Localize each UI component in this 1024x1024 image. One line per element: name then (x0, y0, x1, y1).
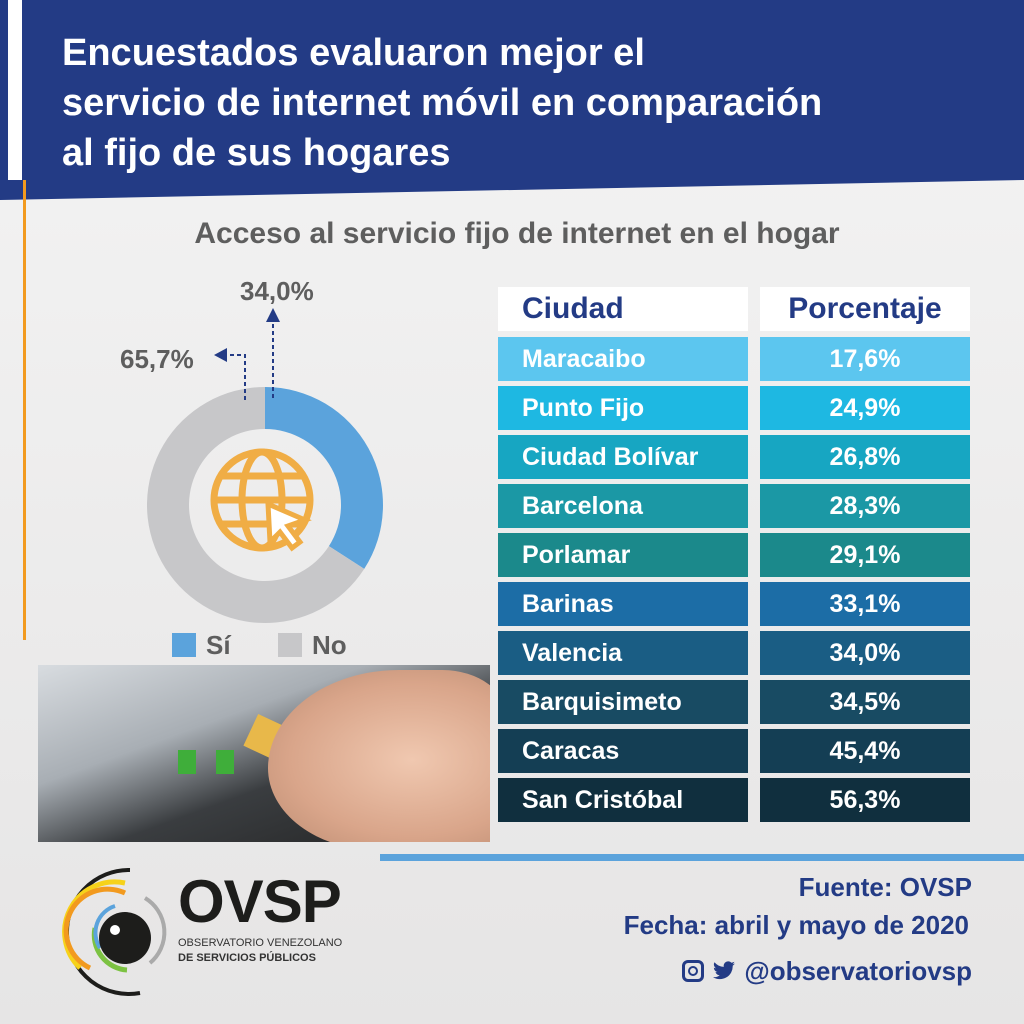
table-cell-city: Barquisimeto (498, 680, 748, 724)
twitter-icon[interactable] (712, 961, 736, 981)
instagram-icon[interactable] (682, 960, 705, 982)
router-photo (38, 665, 490, 842)
table-cell-city: San Cristóbal (498, 778, 748, 822)
label-no: 65,7% (120, 344, 194, 374)
table-cell-city: Punto Fijo (498, 386, 748, 430)
source: Fuente: OVSP (798, 872, 972, 902)
table-cell-city: Maracaibo (498, 337, 748, 381)
port (216, 750, 234, 774)
table-cell-pct: 28,3% (760, 484, 970, 528)
logo-text: OVSP (178, 868, 342, 935)
donut-slice-si (265, 387, 383, 569)
globe-cursor-icon (210, 448, 314, 552)
table-cell-pct: 24,9% (760, 386, 970, 430)
title-line: al fijo de sus hogares (62, 132, 451, 174)
table-cell-pct: 26,8% (760, 435, 970, 479)
table-cell-pct: 56,3% (760, 778, 970, 822)
table-cell-pct: 34,0% (760, 631, 970, 675)
label-si: 34,0% (240, 276, 314, 306)
chart-title: Acceso al servicio fijo de internet en e… (194, 217, 840, 250)
port (178, 750, 196, 774)
decor-bar (8, 0, 22, 180)
header-porcentaje: Porcentaje (760, 287, 970, 331)
table-cell-city: Barinas (498, 582, 748, 626)
logo-sub: OBSERVATORIO VENEZOLANO (178, 937, 343, 949)
page-title: Encuestados evaluaron mejor el servicio … (62, 28, 822, 178)
legend-swatch (278, 633, 302, 657)
table-cell-city: Barcelona (498, 484, 748, 528)
table-cell-pct: 45,4% (760, 729, 970, 773)
header-banner (0, 0, 1024, 200)
table-cell-pct: 29,1% (760, 533, 970, 577)
divider (380, 854, 1024, 861)
table-cell-city: Valencia (498, 631, 748, 675)
title-line: Encuestados evaluaron mejor el (62, 32, 645, 74)
arrow-si (266, 308, 280, 322)
table-cell-city: Caracas (498, 729, 748, 773)
donut-slice-no (146, 387, 365, 623)
title-line: servicio de internet móvil en comparació… (62, 82, 823, 124)
leader-no (225, 354, 246, 400)
table-cell-city: Porlamar (498, 533, 748, 577)
table-cell-city: Ciudad Bolívar (498, 435, 748, 479)
arrow-no (214, 348, 227, 362)
donut-chart (146, 308, 383, 623)
table-cell-pct: 17,6% (760, 337, 970, 381)
legend-label: Sí (206, 630, 231, 660)
header-ciudad: Ciudad (498, 287, 748, 331)
table-cell-pct: 33,1% (760, 582, 970, 626)
legend-no: No (278, 630, 347, 660)
table-cell-pct: 34,5% (760, 680, 970, 724)
logo-sub: DE SERVICIOS PÚBLICOS (178, 952, 316, 964)
decor-line (23, 180, 26, 640)
ovsp-logo (62, 867, 167, 996)
legend-si: Sí (172, 630, 231, 660)
hand (268, 670, 490, 842)
social-handle[interactable]: @observatoriovsp (744, 956, 972, 986)
legend-label: No (312, 630, 347, 660)
date: Fecha: abril y mayo de 2020 (623, 910, 969, 940)
social: @observatoriovsp (682, 956, 972, 986)
legend-swatch (172, 633, 196, 657)
